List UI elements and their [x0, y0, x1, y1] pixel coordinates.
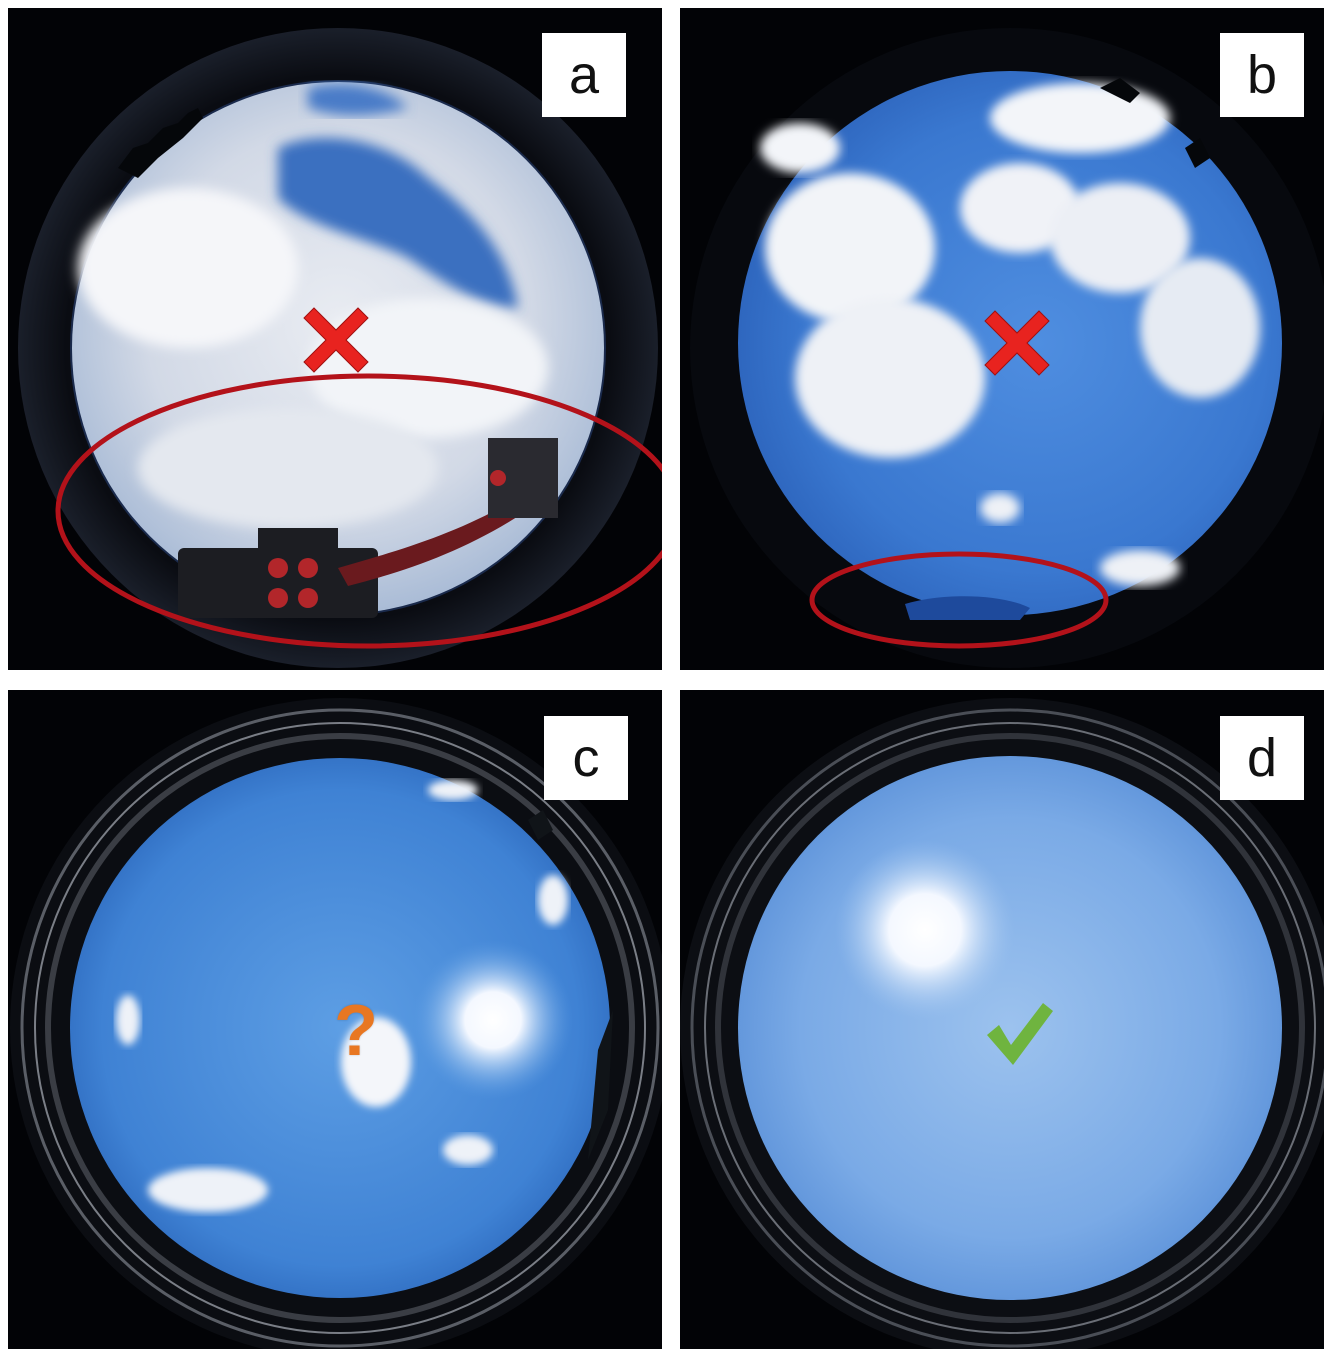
panel-label-c: c	[544, 716, 628, 800]
panel-a: a	[8, 8, 662, 670]
panel-d: d	[680, 690, 1324, 1349]
fisheye-sky-image-b	[680, 8, 1324, 670]
problem-region-ellipse	[809, 551, 1109, 649]
panel-label-d: d	[1220, 716, 1304, 800]
panel-label-b: b	[1220, 33, 1304, 117]
fisheye-sky-image-d	[680, 690, 1324, 1349]
check-mark-icon	[987, 1003, 1053, 1065]
question-mark-icon: ?	[334, 991, 378, 1071]
cross-mark-icon	[303, 307, 369, 373]
fisheye-sky-image-a	[8, 8, 662, 670]
panel-c: ? c	[8, 690, 662, 1349]
cross-mark-icon	[984, 310, 1050, 376]
instrument-silhouette	[178, 438, 558, 618]
panel-label-a: a	[542, 33, 626, 117]
problem-region-ellipse	[55, 373, 662, 649]
panel-b: b	[680, 8, 1324, 670]
